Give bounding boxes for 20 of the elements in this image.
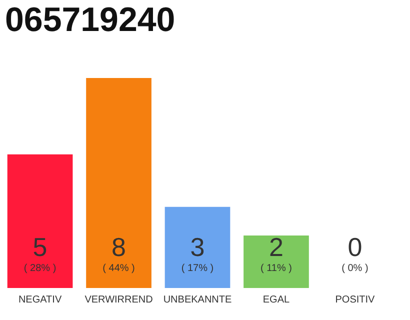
annotation: 8 [112, 232, 126, 262]
bar [244, 236, 309, 288]
bar [7, 154, 73, 288]
bar [86, 78, 152, 288]
data-label: ( 44% ) [102, 263, 135, 274]
x-tick-label: NEGATIV [18, 294, 62, 306]
x-tick-label: POSITIV [335, 294, 376, 306]
chart-title: 065719240 [5, 1, 176, 39]
annotation: 0 [348, 232, 362, 262]
annotation: 5 [32, 232, 48, 262]
bar [164, 206, 230, 288]
x-tick-label: VERWIRREND [84, 294, 153, 306]
annotation: 2 [269, 232, 284, 262]
data-label: ( 0% ) [342, 263, 368, 274]
data-label: ( 11% ) [260, 263, 292, 274]
x-tick-label: UNBEKANNTE [163, 294, 232, 306]
data-label: ( 28% ) [24, 263, 56, 274]
annotation: 3 [190, 232, 205, 262]
x-tick-label: EGAL [262, 294, 290, 306]
data-label: ( 17% ) [181, 263, 214, 274]
